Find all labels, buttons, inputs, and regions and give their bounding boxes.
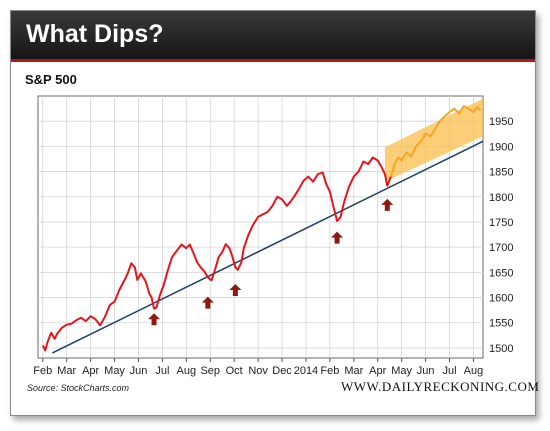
x-tick-label: Mar	[344, 365, 363, 377]
highlight-band	[384, 98, 483, 182]
y-tick-label: 1750	[489, 217, 513, 229]
chart-title: What Dips?	[26, 20, 164, 48]
series-label: S&P 500	[25, 72, 77, 87]
y-tick-label: 1500	[489, 343, 513, 355]
y-tick-label: 1550	[489, 318, 513, 330]
y-axis: 1500 1550 1600 1650 1700 1750 1800 1850 1900 1950	[489, 116, 513, 355]
y-tick-label: 1800	[489, 192, 513, 204]
x-tick-label: Dec	[272, 365, 292, 377]
x-tick-label: Sep	[200, 365, 220, 377]
series-layer	[41, 105, 482, 352]
x-tick-label: Oct	[226, 365, 243, 377]
dip-arrow	[381, 198, 394, 211]
x-tick-label: Jul	[442, 365, 456, 377]
x-tick-label: Jun	[130, 365, 148, 377]
dip-arrow	[229, 283, 242, 296]
y-tick-label: 1950	[489, 116, 513, 128]
x-tick-label: 2014	[294, 365, 318, 377]
x-tick-label: Mar	[57, 365, 76, 377]
price-line-recent	[389, 105, 482, 177]
x-tick-label: Aug	[177, 365, 197, 377]
x-tick-label: Apr	[369, 365, 386, 377]
trend-line-layer	[52, 140, 484, 354]
x-tick-label: Jul	[155, 365, 169, 377]
x-tick-label: Nov	[248, 365, 268, 377]
chart-header: What Dips?	[11, 11, 535, 62]
dip-arrow	[148, 313, 161, 326]
x-tick-label: Apr	[82, 365, 99, 377]
y-tick-label: 1700	[489, 242, 513, 254]
y-tick-label: 1900	[489, 141, 513, 153]
source-note: Source: StockCharts.com	[27, 383, 130, 393]
brand-url: WWW.DAILYRECKONING.COM	[341, 379, 540, 394]
y-tick-label: 1650	[489, 267, 513, 279]
dip-arrow	[201, 296, 214, 309]
x-tick-label: Feb	[33, 365, 52, 377]
y-tick-label: 1600	[489, 293, 513, 305]
x-tick-label: May	[391, 365, 412, 377]
x-tick-label: Aug	[464, 365, 484, 377]
arrow-layer	[148, 198, 394, 326]
x-tick-label: May	[104, 365, 125, 377]
x-tick-label: Feb	[320, 365, 339, 377]
price-line	[41, 156, 392, 352]
dip-arrow	[331, 231, 344, 244]
trend-line	[52, 140, 484, 354]
x-tick-label: Jun	[417, 365, 435, 377]
y-tick-label: 1850	[489, 167, 513, 179]
highlight-band-layer	[384, 98, 483, 182]
x-axis: Feb Mar Apr May Jun Jul Aug Sep Oct Nov Dec 2014 Feb…	[33, 358, 483, 377]
